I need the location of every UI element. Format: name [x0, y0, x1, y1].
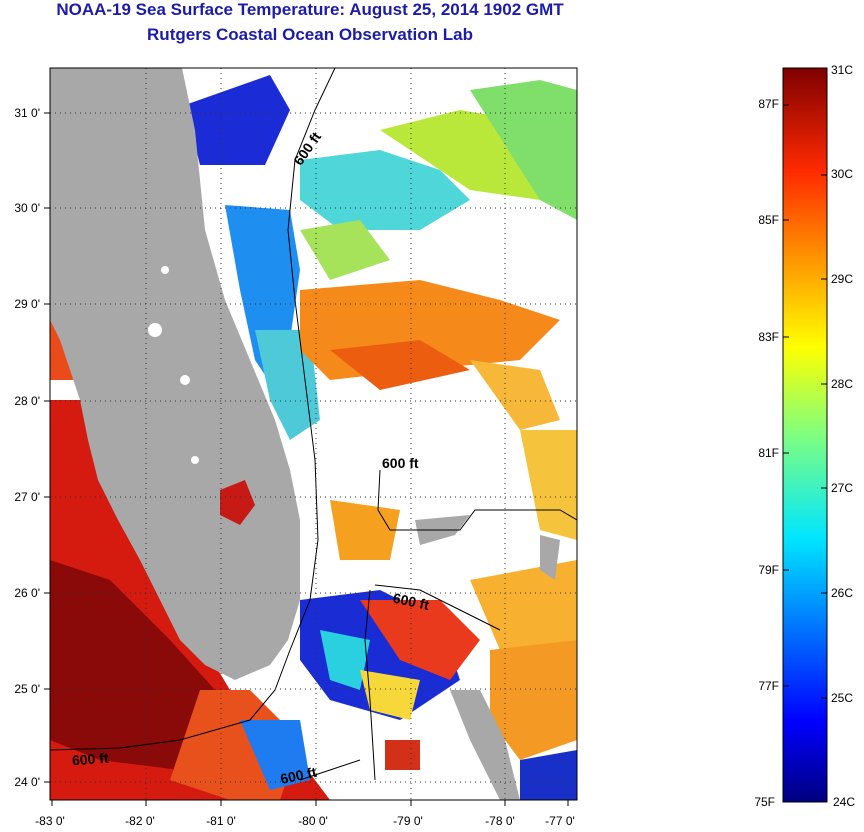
contour-label: 600 ft — [392, 590, 431, 613]
celsius-label: 26C — [831, 586, 853, 600]
lat-tick-label: 31 0' — [14, 106, 40, 120]
fahrenheit-label: 79F — [758, 563, 779, 577]
lon-tick-label: -77 0' — [545, 814, 575, 828]
lat-tick-label: 26 0' — [14, 586, 40, 600]
contour-label: 600 ft — [382, 455, 419, 471]
lon-tick-label: -82 0' — [125, 814, 155, 828]
celsius-label: 29C — [831, 272, 853, 286]
axis-ticks — [44, 112, 569, 806]
lat-tick-label: 24 0' — [14, 775, 40, 789]
contour-label: 600 ft — [71, 750, 109, 769]
lon-tick-label: -79 0' — [393, 814, 423, 828]
celsius-label: 25C — [831, 691, 853, 705]
lat-tick-label: 27 0' — [14, 490, 40, 504]
lon-tick-label: -81 0' — [206, 814, 236, 828]
fahrenheit-label: 85F — [758, 213, 779, 227]
lon-tick-label: -80 0' — [298, 814, 328, 828]
colorbar-fahrenheit-labels: 87F 85F 83F 81F 79F 77F 75F — [754, 97, 779, 809]
fahrenheit-label: 77F — [758, 679, 779, 693]
celsius-label: 24C — [833, 795, 855, 809]
page-subtitle: Rutgers Coastal Ocean Observation Lab — [147, 25, 473, 44]
colorbar-celsius-labels: 31C 30C 29C 28C 27C 26C 25C 24C — [831, 63, 855, 809]
lat-tick-label: 28 0' — [14, 394, 40, 408]
page-title: NOAA-19 Sea Surface Temperature: August … — [56, 0, 564, 19]
lat-tick-label: 29 0' — [14, 297, 40, 311]
longitude-labels: -83 0' -82 0' -81 0' -80 0' -79 0' -78 0… — [35, 814, 575, 828]
map-panel: 600 ft 600 ft 600 ft 600 ft 600 ft — [49, 67, 578, 801]
inland-lakes — [148, 266, 255, 525]
celsius-label: 28C — [831, 377, 853, 391]
celsius-label: 27C — [831, 481, 853, 495]
celsius-label: 31C — [831, 63, 853, 77]
fahrenheit-label: 75F — [754, 795, 775, 809]
celsius-label: 30C — [831, 167, 853, 181]
colorbar: 31C 30C 29C 28C 27C 26C 25C 24C 87F 85F … — [754, 63, 855, 809]
fahrenheit-label: 81F — [758, 446, 779, 460]
lon-tick-label: -78 0' — [485, 814, 515, 828]
lat-tick-label: 30 0' — [14, 201, 40, 215]
colorbar-ticks — [783, 104, 827, 699]
fahrenheit-label: 87F — [758, 97, 779, 111]
latitude-labels: 31 0' 30 0' 29 0' 28 0' 27 0' 26 0' 25 0… — [14, 106, 40, 789]
contour-label: 600 ft — [279, 764, 318, 787]
florida-land — [50, 68, 300, 680]
depth-contours — [50, 68, 577, 781]
lat-tick-label: 25 0' — [14, 682, 40, 696]
bahamas-land — [415, 515, 560, 800]
lon-tick-label: -83 0' — [35, 814, 65, 828]
map-gridlines — [50, 68, 577, 800]
fahrenheit-label: 83F — [758, 330, 779, 344]
sst-data-layer — [50, 75, 577, 800]
